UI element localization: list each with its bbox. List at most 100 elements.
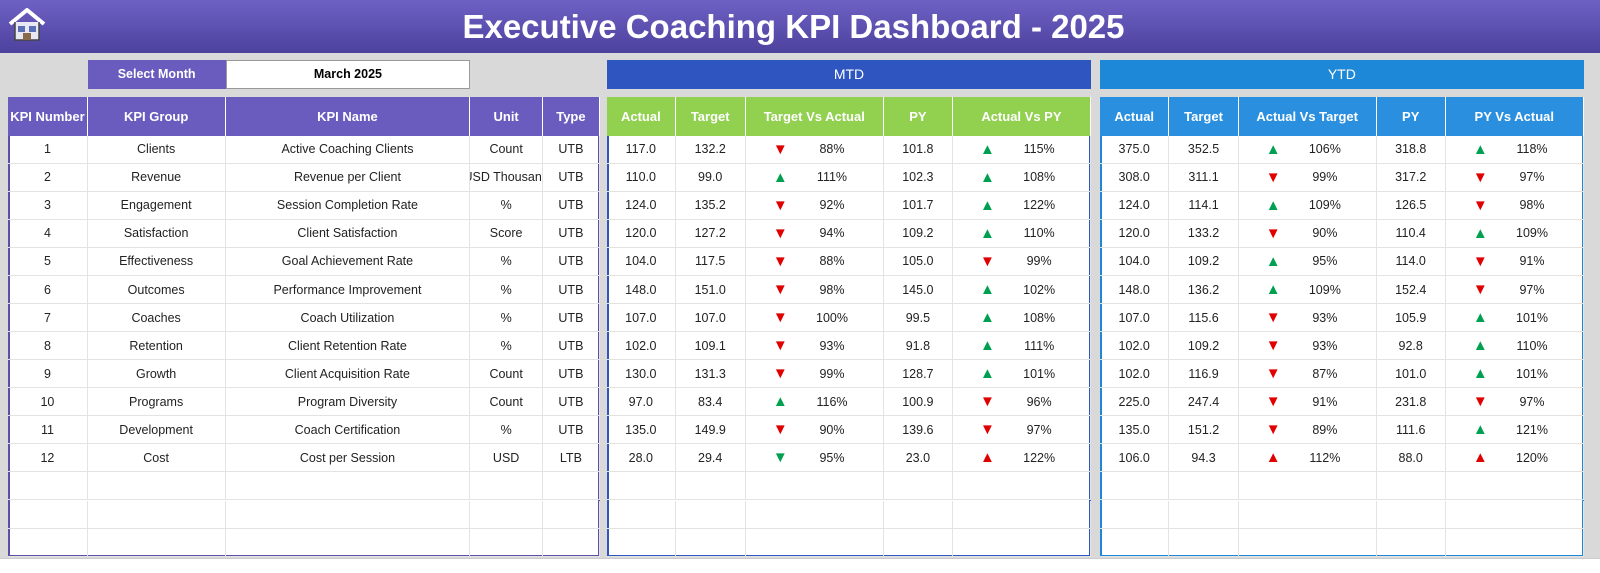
column-header: PY Vs Actual [1445,96,1584,136]
empty-cell [470,472,543,501]
indicator-cell: ▲ 118% [1445,135,1584,164]
empty-cell [675,472,746,501]
table-cell: Revenue [87,163,226,192]
table-cell: Coaches [87,304,226,333]
table-cell: 94.3 [1169,444,1239,473]
empty-cell [1169,500,1239,529]
table-cell: UTB [542,360,600,389]
table-cell: Cost [87,444,226,473]
empty-cell [87,528,226,557]
month-label: Select Month [87,60,226,89]
table-cell: UTB [542,135,600,164]
indicator-cell: ▲ 122% [953,191,1091,220]
table-cell: 23.0 [883,444,954,473]
table-cell: 29.4 [675,444,746,473]
table-cell: 97.0 [607,388,676,417]
percent-value: 116% [816,394,848,409]
percent-value: 98% [819,282,845,297]
column-header: KPI Name [225,96,471,136]
table-cell: Retention [87,332,226,361]
table-cell: UTB [542,304,600,333]
empty-cell [745,472,884,501]
table-cell: 308.0 [1100,163,1170,192]
table-cell: 99.5 [883,304,954,333]
empty-cell [1100,500,1170,529]
empty-cell [1100,472,1170,501]
trend-arrow: ▼ [1265,421,1281,439]
table-cell: 120.0 [1100,219,1170,248]
percent-value: 93% [819,338,845,353]
column-header: Actual [1100,96,1170,136]
indicator-cell: ▲ 108% [953,163,1091,192]
indicator-cell: ▼ 99% [745,360,884,389]
empty-cell [225,500,471,529]
empty-cell [607,528,676,557]
column-header: Actual Vs PY [953,96,1091,136]
empty-cell [745,500,884,529]
table-cell: % [470,276,543,305]
empty-cell [675,528,746,557]
table-cell: USD Thousand [470,163,543,192]
table-cell: 102.0 [607,332,676,361]
trend-arrow: ▼ [1265,224,1281,242]
trend-arrow: ▼ [1472,252,1488,270]
empty-cell [607,500,676,529]
table-cell: 28.0 [607,444,676,473]
indicator-cell: ▲ 112% [1238,444,1377,473]
trend-arrow: ▼ [980,421,995,439]
table-cell: 7 [8,304,88,333]
table-cell: 117.5 [675,247,746,276]
indicator-cell: ▼ 93% [1238,332,1377,361]
trend-arrow: ▲ [1265,252,1281,270]
percent-value: 99% [819,366,845,381]
section-banner: YTD [1100,60,1584,89]
empty-cell [8,528,88,557]
trend-arrow: ▲ [772,393,788,411]
column-header: PY [883,96,954,136]
table-cell: 11 [8,416,88,445]
percent-value: 111% [1024,338,1055,353]
table-cell: Count [470,388,543,417]
home-icon[interactable] [6,6,48,44]
empty-cell [953,472,1091,501]
indicator-cell: ▼ 98% [1445,191,1584,220]
trend-arrow: ▲ [1265,140,1281,158]
percent-value: 88% [819,142,845,157]
table-cell: 102.3 [883,163,954,192]
percent-value: 122% [1023,450,1056,465]
trend-arrow: ▼ [1265,168,1281,186]
table-cell: 117.0 [607,135,676,164]
indicator-cell: ▲ 101% [1445,360,1584,389]
empty-cell [953,500,1091,529]
percent-value: 89% [1312,422,1338,437]
trend-arrow: ▼ [1472,393,1488,411]
table-cell: Satisfaction [87,219,226,248]
table-cell: 120.0 [607,219,676,248]
indicator-cell: ▼ 97% [1445,388,1584,417]
indicator-cell: ▲ 121% [1445,416,1584,445]
percent-value: 98% [1519,198,1545,213]
table-cell: Performance Improvement [225,276,471,305]
indicator-cell: ▼ 98% [745,276,884,305]
empty-cell [745,528,884,557]
empty-cell [1376,528,1446,557]
column-header: Unit [470,96,543,136]
percent-value: 88% [819,254,845,269]
table-cell: 109.2 [1169,332,1239,361]
table-cell: LTB [542,444,600,473]
table-cell: Effectiveness [87,247,226,276]
trend-arrow: ▲ [980,449,995,467]
column-header: Target Vs Actual [745,96,884,136]
month-value[interactable]: March 2025 [225,60,471,89]
table-cell: Client Retention Rate [225,332,471,361]
table-cell: 99.0 [675,163,746,192]
empty-cell [542,528,600,557]
empty-cell [542,500,600,529]
percent-value: 108% [1023,310,1056,325]
percent-value: 91% [1312,394,1338,409]
percent-value: 90% [1312,226,1338,241]
percent-value: 101% [1516,366,1548,381]
indicator-cell: ▲ 109% [1238,276,1377,305]
trend-arrow: ▼ [1472,281,1488,299]
indicator-cell: ▼ 88% [745,247,884,276]
